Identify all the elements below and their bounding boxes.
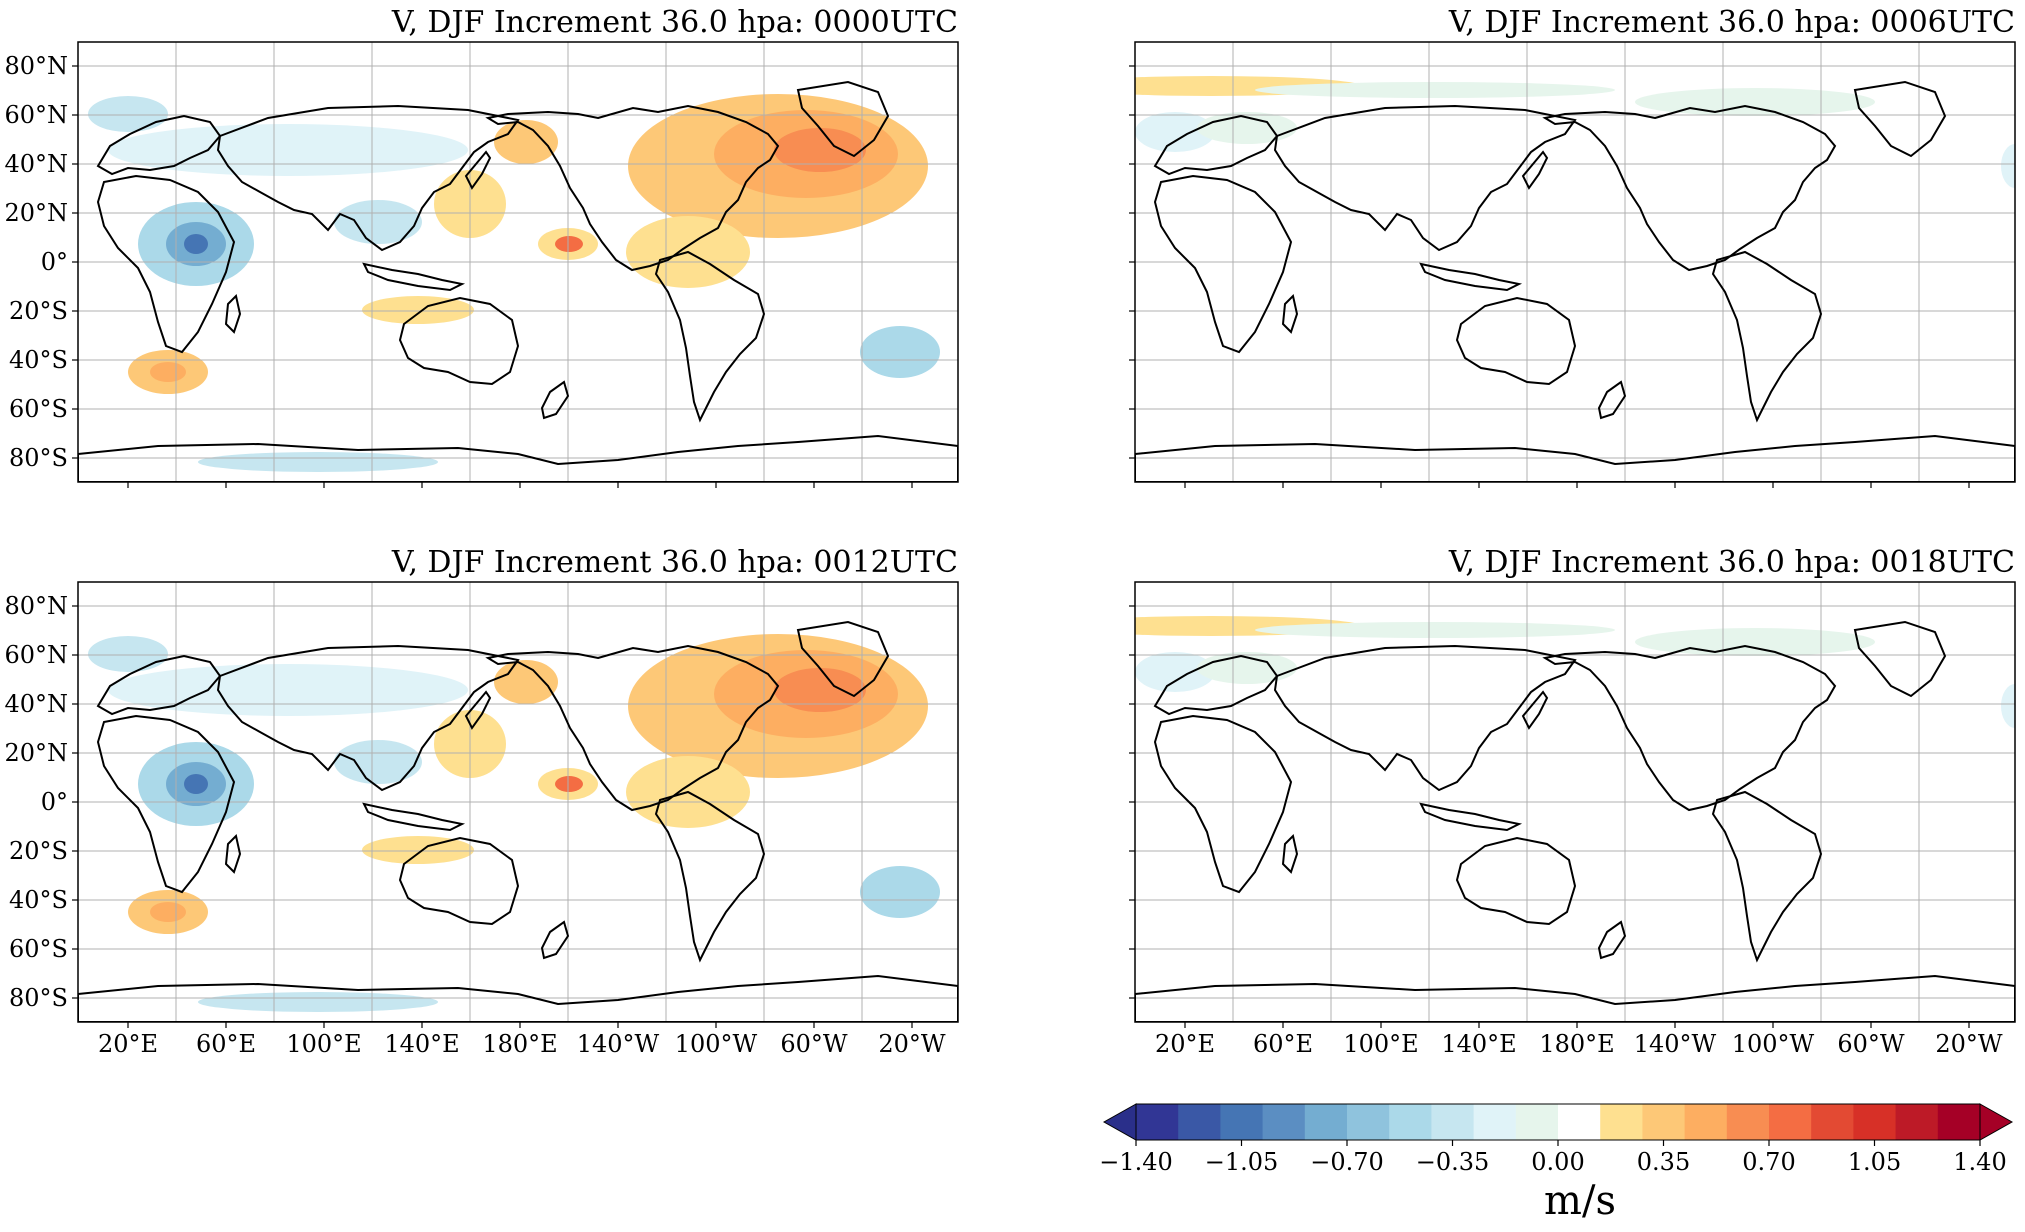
lon-label: 140°E — [1441, 1030, 1516, 1058]
panel-title: V, DJF Increment 36.0 hpa: 0000UTC — [391, 5, 958, 40]
colorbar-cell — [1515, 1104, 1559, 1140]
lon-label: 180°E — [1539, 1030, 1614, 1058]
colorbar-cell — [1558, 1104, 1601, 1140]
map-panel-p0006: V, DJF Increment 36.0 hpa: 0006UTC — [1129, 5, 2016, 488]
colorbar-ticks: −1.40 −1.05 −0.70 −0.35 0.00 0.35 0.70 1.05 1.40 — [1099, 1140, 2007, 1176]
colorbar-tick-label: 1.40 — [1953, 1148, 2006, 1176]
lon-label: 180°E — [482, 1030, 557, 1058]
colorbar-tick-label: 0.00 — [1531, 1148, 1584, 1176]
panel-title: V, DJF Increment 36.0 hpa: 0006UTC — [1448, 5, 2015, 40]
lon-label: 140°W — [577, 1030, 660, 1058]
lat-label: 40°S — [9, 886, 68, 914]
colorbar-tick-label: −0.35 — [1416, 1148, 1490, 1176]
colorbar-cell — [1347, 1104, 1390, 1140]
colorbar-cell — [1642, 1104, 1686, 1140]
lat-label: 40°N — [4, 150, 68, 178]
colorbar-cell — [1853, 1104, 1897, 1140]
colorbar-cell — [1262, 1104, 1306, 1140]
lon-label: 60°W — [780, 1030, 848, 1058]
colorbar-cell — [1136, 1104, 1179, 1140]
colorbar-min-extend — [1102, 1103, 1137, 1141]
colorbar-cell — [1431, 1104, 1475, 1140]
colorbar-tick-label: −1.40 — [1099, 1148, 1173, 1176]
lat-label: 60°S — [9, 935, 68, 963]
lon-label: 100°E — [286, 1030, 361, 1058]
lat-label: 60°N — [4, 101, 68, 129]
colorbar-cell — [1178, 1104, 1221, 1140]
lat-label: 20°N — [4, 199, 68, 227]
colorbar-tick-label: 1.05 — [1848, 1148, 1901, 1176]
panel-title: V, DJF Increment 36.0 hpa: 0012UTC — [391, 545, 958, 580]
colorbar-max-extend — [1979, 1103, 2014, 1141]
lon-label: 100°E — [1343, 1030, 1418, 1058]
map-panel-p0000: V, DJF Increment 36.0 hpa: 0000UTC 80°N 60… — [4, 5, 959, 488]
lon-label: 100°W — [675, 1030, 758, 1058]
colorbar-cell — [1389, 1104, 1432, 1140]
colorbar-tick-label: 0.35 — [1637, 1148, 1690, 1176]
lon-label: 20°W — [878, 1030, 946, 1058]
colorbar-cell — [1895, 1104, 1939, 1140]
colorbar-cells — [1102, 1103, 2014, 1141]
colorbar-cell — [1304, 1104, 1348, 1140]
lat-label: 80°S — [9, 444, 68, 472]
lon-label: 60°W — [1837, 1030, 1905, 1058]
colorbar: −1.40 −1.05 −0.70 −0.35 0.00 0.35 0.70 1.05 1.40… — [1099, 1103, 2014, 1224]
map-panel-p0018: V, DJF Increment 36.0 hpa: 0018UTC 20°E 60… — [1129, 545, 2016, 1058]
lat-label: 0° — [41, 248, 68, 276]
map-panel-p0012: V, DJF Increment 36.0 hpa: 0012UTC 80°N 60… — [4, 545, 959, 1058]
colorbar-cell — [1220, 1104, 1264, 1140]
colorbar-cell — [1811, 1104, 1854, 1140]
lat-label: 40°S — [9, 346, 68, 374]
lon-label: 60°E — [1253, 1030, 1313, 1058]
lat-label: 60°N — [4, 641, 68, 669]
lon-label: 140°E — [384, 1030, 459, 1058]
lon-label: 140°W — [1634, 1030, 1717, 1058]
gridlines — [1134, 42, 2015, 482]
lat-label: 0° — [41, 788, 68, 816]
lat-label: 80°S — [9, 984, 68, 1012]
lat-label: 20°S — [9, 297, 68, 325]
lon-label: 20°E — [1155, 1030, 1215, 1058]
lat-label: 20°N — [4, 739, 68, 767]
colorbar-cell — [1473, 1104, 1517, 1140]
lon-label: 20°W — [1935, 1030, 2003, 1058]
lon-label: 100°W — [1732, 1030, 1815, 1058]
panel-title: V, DJF Increment 36.0 hpa: 0018UTC — [1448, 545, 2015, 580]
panels-layer: V, DJF Increment 36.0 hpa: 0000UTC 80°N 60… — [4, 5, 2016, 1058]
lat-label: 20°S — [9, 837, 68, 865]
colorbar-tick-label: −1.05 — [1205, 1148, 1279, 1176]
gridlines — [77, 42, 958, 482]
colorbar-cell — [1600, 1104, 1643, 1140]
colorbar-cell — [1769, 1104, 1812, 1140]
gridlines — [1134, 582, 2015, 1022]
lon-label: 60°E — [196, 1030, 256, 1058]
lat-label: 80°N — [4, 592, 68, 620]
lat-label: 60°S — [9, 395, 68, 423]
colorbar-cell — [1937, 1104, 1981, 1140]
lat-label: 80°N — [4, 52, 68, 80]
colorbar-cell — [1726, 1104, 1770, 1140]
lon-label: 20°E — [98, 1030, 158, 1058]
colorbar-unit: m/s — [1544, 1178, 1616, 1224]
colorbar-tick-label: −0.70 — [1310, 1148, 1384, 1176]
lat-label: 40°N — [4, 690, 68, 718]
colorbar-cell — [1684, 1104, 1728, 1140]
colorbar-tick-label: 0.70 — [1742, 1148, 1795, 1176]
